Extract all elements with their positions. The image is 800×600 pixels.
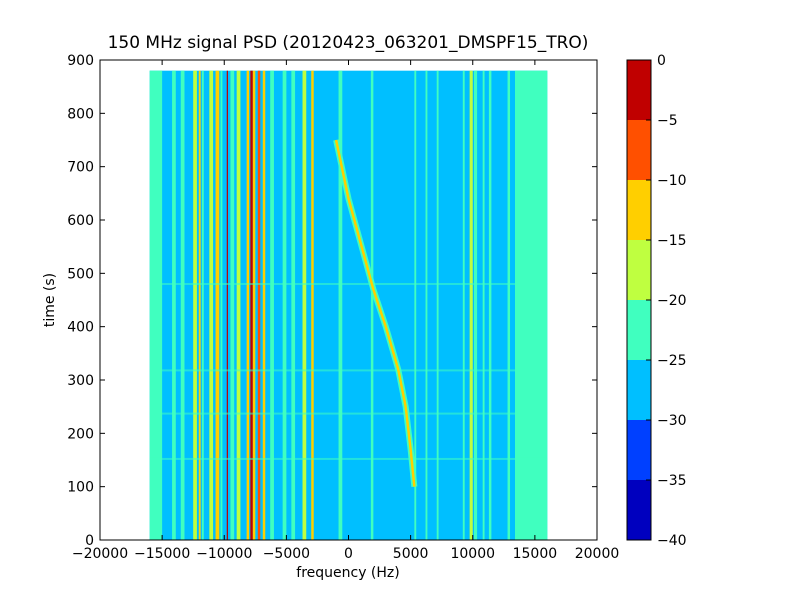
- spectral-line-31: [488, 70, 492, 541]
- spectral-line-33: [514, 70, 548, 541]
- spectral-line-8: [220, 70, 223, 541]
- y-axis-ticks: 0 100 200 300 400 500 600 700 800 900: [67, 53, 597, 549]
- chart-title: 150 MHz signal PSD (20120423_063201_DMSP…: [108, 33, 589, 53]
- colorbar-band-7: [627, 60, 651, 120]
- colorbar-band-6: [627, 120, 651, 180]
- spectral-line-32: [507, 70, 511, 541]
- colorbar-tick-label: −10: [657, 173, 687, 189]
- x-tick-label: −5000: [263, 546, 310, 562]
- spectral-line-27: [462, 70, 465, 541]
- y-tick-label: 400: [67, 320, 94, 336]
- colorbar-tick-label: −20: [657, 293, 687, 309]
- spectral-line-18: [282, 70, 287, 541]
- spectral-line-12: [246, 70, 250, 541]
- x-tick-label: 10000: [450, 546, 495, 562]
- spectral-line-21: [311, 70, 314, 541]
- y-tick-label: 300: [67, 373, 94, 389]
- y-tick-label: 200: [67, 426, 94, 442]
- spectral-line-17: [270, 70, 274, 541]
- spectral-line-28: [469, 70, 473, 541]
- spectral-line-20: [302, 70, 307, 541]
- time-line-2: [149, 457, 548, 460]
- spectral-line-30: [482, 70, 485, 541]
- spectral-line-4: [198, 70, 201, 541]
- colorbar-band-1: [627, 420, 651, 480]
- spectral-line-23: [370, 70, 374, 541]
- spectral-line-3: [193, 70, 197, 541]
- y-tick-label: 100: [67, 480, 94, 496]
- spectral-line-26: [436, 70, 439, 541]
- colorbar-band-5: [627, 180, 651, 240]
- time-line-1: [149, 412, 548, 415]
- x-tick-label: −10000: [196, 546, 252, 562]
- x-tick-label: −20000: [72, 546, 128, 562]
- spectral-line-24: [414, 70, 417, 541]
- y-tick-label: 600: [67, 213, 94, 229]
- doppler-curve: [334, 139, 416, 487]
- x-axis-ticks: −20000 −15000 −10000 −5000 0 5000 10000 15000 20…: [72, 60, 619, 562]
- y-tick-label: 700: [67, 160, 94, 176]
- y-tick-label: 800: [67, 106, 94, 122]
- spectral-line-22: [338, 70, 343, 541]
- spectral-line-10: [230, 70, 235, 541]
- colorbar-band-2: [627, 360, 651, 420]
- spectral-line-15: [257, 70, 261, 541]
- spectral-line-11: [236, 70, 241, 541]
- spectral-line-7: [215, 70, 220, 541]
- spectral-line-29: [473, 70, 478, 541]
- spectral-line-9: [226, 70, 228, 541]
- x-axis-label: frequency (Hz): [296, 565, 399, 581]
- spectral-line-19: [291, 70, 296, 541]
- spectral-line-16: [262, 70, 266, 541]
- colorbar-tick-label: −5: [657, 113, 678, 129]
- colorbar-tick-label: −30: [657, 413, 687, 429]
- spectral-line-0: [149, 70, 163, 541]
- colorbar-tick-label: −15: [657, 233, 687, 249]
- y-tick-label: 500: [67, 266, 94, 282]
- spectral-line-6: [209, 70, 214, 541]
- x-tick-label: 0: [344, 546, 353, 562]
- spectral-line-1: [172, 70, 176, 541]
- x-tick-label: 20000: [575, 546, 620, 562]
- spectral-line-5: [201, 70, 204, 541]
- x-tick-label: −15000: [134, 546, 190, 562]
- x-tick-label: 15000: [513, 546, 558, 562]
- colorbar-band-3: [627, 300, 651, 360]
- colorbar-band-0: [627, 480, 651, 540]
- heatmap-layer: [149, 70, 548, 541]
- colorbar-tick-label: −35: [657, 473, 687, 489]
- spectral-line-13: [250, 70, 253, 541]
- time-line-0: [149, 369, 548, 372]
- spectral-line-25: [425, 70, 428, 541]
- colorbar-band-4: [627, 240, 651, 300]
- y-tick-label: 900: [67, 53, 94, 69]
- colorbar-tick-label: −25: [657, 353, 687, 369]
- colorbar: 0 −5 −10 −15 −20 −25 −30 −35 −40: [626, 53, 687, 549]
- spectral-line-2: [180, 70, 185, 541]
- y-axis-label: time (s): [42, 273, 58, 327]
- colorbar-tick-label: −40: [657, 533, 687, 549]
- colorbar-tick-label: 0: [657, 53, 666, 69]
- time-line-3: [149, 283, 548, 285]
- y-tick-label: 0: [85, 533, 94, 549]
- spectral-line-14: [252, 70, 256, 541]
- x-tick-label: 5000: [393, 546, 429, 562]
